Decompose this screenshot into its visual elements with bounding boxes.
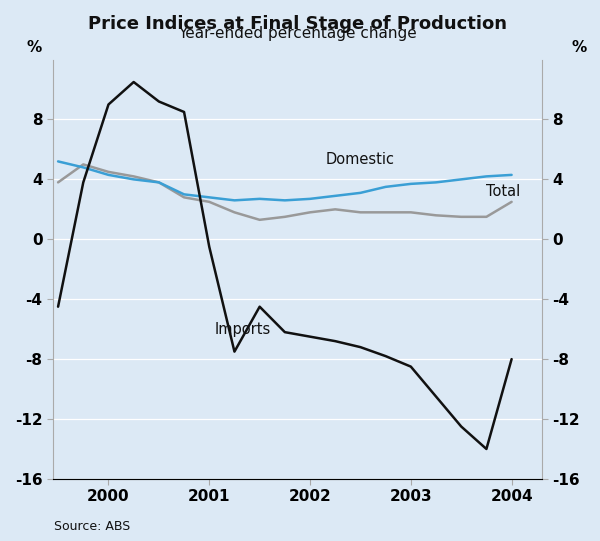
Text: %: %: [26, 41, 41, 55]
Text: %: %: [571, 41, 586, 55]
Text: Total: Total: [487, 184, 521, 199]
Title: Price Indices at Final Stage of Production: Price Indices at Final Stage of Producti…: [88, 15, 507, 33]
Text: Imports: Imports: [214, 322, 271, 337]
Text: Year-ended percentage change: Year-ended percentage change: [178, 25, 417, 41]
Text: Source: ABS: Source: ABS: [54, 520, 130, 533]
Text: Domestic: Domestic: [325, 153, 394, 167]
